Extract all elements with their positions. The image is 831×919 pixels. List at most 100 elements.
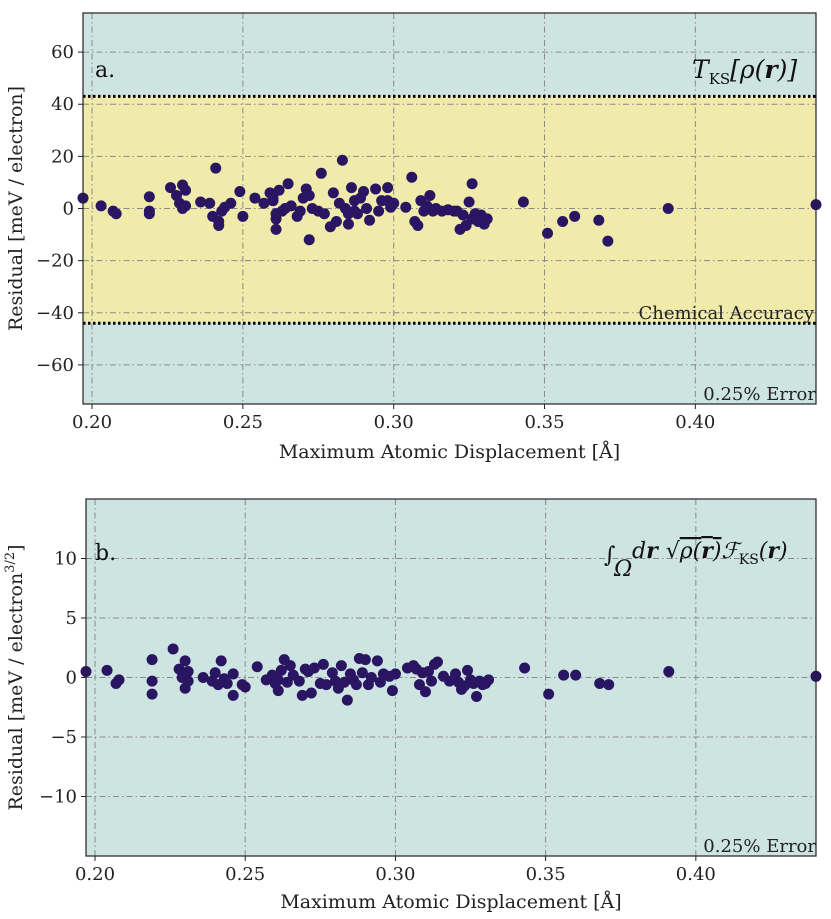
data-point (365, 672, 377, 683)
data-point (457, 209, 469, 221)
data-point (370, 183, 382, 195)
panel-b-error-label: 0.25% Error (703, 836, 816, 857)
data-point (296, 689, 308, 701)
data-point (386, 685, 398, 697)
y-tick-label: 60 (51, 42, 74, 63)
data-point (318, 208, 330, 220)
x-tick-label: 0.25 (223, 412, 263, 433)
panel-b-y-ticks: −10 −5 0 5 10 (39, 549, 86, 808)
data-point (213, 219, 225, 231)
y-tick-label: 40 (51, 94, 74, 115)
data-point (146, 654, 158, 666)
data-point (557, 216, 569, 228)
data-point (270, 213, 282, 225)
data-point (466, 178, 478, 190)
panel-b-formula: ∫ Ω dr √ρ(r)ℱKS(r) (604, 538, 788, 582)
data-point (267, 195, 279, 207)
data-point (330, 216, 342, 228)
x-tick-label: 0.25 (225, 864, 265, 885)
data-point (209, 667, 221, 679)
data-point (273, 184, 285, 196)
x-tick-label: 0.20 (72, 412, 112, 433)
data-point (336, 154, 348, 166)
data-point (431, 656, 443, 668)
x-tick-label: 0.35 (526, 864, 566, 885)
data-point (293, 675, 305, 687)
data-point (249, 192, 261, 204)
data-point (517, 196, 529, 208)
data-point (345, 182, 357, 194)
panel-a-label: a. (95, 58, 115, 83)
formula-sqrt: √ (666, 539, 681, 564)
data-point (320, 679, 332, 691)
x-tick-label: 0.30 (375, 864, 415, 885)
formula-rest: [ρ( (730, 55, 765, 84)
data-point (594, 677, 606, 689)
y-tick-label: 0 (66, 668, 77, 689)
formula-ks-subscript: KS (709, 70, 730, 88)
integral-sign-icon: ∫ (604, 543, 616, 568)
formula-r: r (646, 538, 659, 564)
panel-b-label: b. (95, 541, 116, 566)
data-point (569, 210, 581, 222)
y-tick-label: 0 (63, 199, 74, 220)
y-tick-label: 20 (51, 146, 74, 167)
panel-a-error-label: 0.25% Error (703, 384, 816, 405)
data-point (543, 688, 555, 700)
data-point (374, 676, 386, 688)
data-point (359, 654, 371, 666)
data-point (463, 196, 475, 208)
data-point (282, 178, 294, 190)
formula-f: ℱ (721, 539, 742, 564)
formula-paren: ) (778, 539, 788, 564)
ylabel-superscript: 3/2 (3, 552, 18, 573)
x-tick-label: 0.20 (75, 864, 115, 885)
data-point (204, 197, 216, 209)
formula-r2: r (701, 538, 714, 564)
data-point (663, 666, 675, 678)
data-point (462, 664, 474, 676)
panel-a-points (77, 154, 822, 247)
data-point (308, 662, 320, 674)
data-point (275, 664, 287, 676)
x-tick-label: 0.40 (675, 412, 715, 433)
data-point (350, 679, 362, 691)
data-point (195, 196, 207, 208)
data-point (294, 205, 306, 217)
data-point (356, 667, 368, 679)
data-point (182, 675, 194, 687)
data-point (272, 674, 284, 686)
data-point (542, 227, 554, 239)
data-point (341, 694, 353, 706)
formula-rho: ρ( (679, 539, 702, 564)
data-point (419, 686, 431, 698)
data-point (412, 219, 424, 231)
formula-d: d (632, 539, 646, 564)
data-point (371, 655, 383, 667)
data-point (315, 167, 327, 179)
y-tick-label: −60 (36, 355, 74, 376)
chemical-accuracy-label: Chemical Accuracy (639, 303, 815, 324)
data-point (406, 171, 418, 183)
y-tick-label: −20 (36, 251, 74, 272)
data-point (101, 664, 113, 676)
data-point (182, 666, 194, 678)
data-point (270, 223, 282, 235)
data-point (570, 669, 582, 681)
data-point (358, 186, 370, 198)
panel-b-x-ticks: 0.20 0.25 0.30 0.35 0.40 (75, 856, 716, 885)
data-point (388, 197, 400, 209)
data-point (180, 200, 192, 212)
x-tick-label: 0.35 (524, 412, 564, 433)
data-point (424, 189, 436, 201)
data-point (227, 689, 239, 701)
data-point (113, 674, 125, 686)
data-point (450, 668, 462, 680)
data-point (146, 688, 158, 700)
data-point (373, 205, 385, 217)
panel-a: 0.20 0.25 0.30 0.35 0.40 −60 −40 −20 0 20 40 60 a.… (5, 12, 822, 463)
ylabel-main: Residual [meV / electron (5, 573, 27, 811)
data-point (221, 677, 233, 689)
panel-b-points (80, 643, 822, 706)
